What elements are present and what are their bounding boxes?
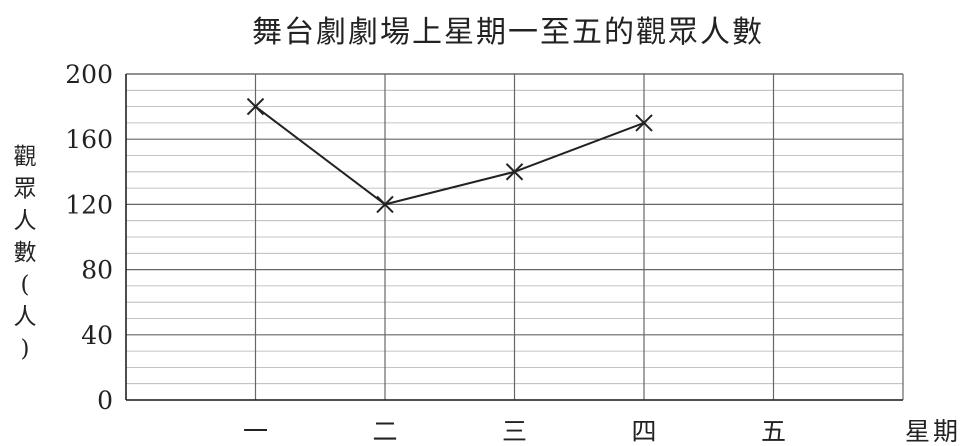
- chart-title: 舞台劇劇場上星期一至五的觀眾人數: [252, 15, 764, 50]
- series-line: [254, 105, 645, 206]
- y-tick-label: 160: [65, 125, 113, 154]
- y-label-char: 人: [14, 208, 37, 234]
- data-point-marker: [376, 195, 394, 214]
- y-tick-label: 40: [81, 321, 113, 350]
- y-label-char: 數: [14, 240, 37, 266]
- x-category-label: 四: [631, 417, 656, 446]
- x-category-label: 一: [243, 417, 268, 446]
- x-category-label: 三: [502, 417, 527, 446]
- y-axis-label: 觀眾人數(人): [14, 144, 37, 362]
- y-tick-label: 120: [65, 190, 113, 219]
- data-point-marker: [246, 97, 265, 116]
- y-label-char: 眾: [14, 176, 37, 202]
- y-tick-label: 200: [65, 60, 113, 89]
- data-point-marker: [505, 163, 524, 181]
- y-tick-label: 80: [81, 256, 113, 285]
- y-label-char: 人: [14, 304, 37, 330]
- y-label-char: (: [21, 272, 30, 298]
- y-tick-label: 0: [97, 386, 113, 415]
- x-axis-label: 星期: [905, 417, 961, 446]
- y-label-char: ): [21, 336, 30, 362]
- x-category-label: 二: [372, 417, 397, 446]
- axes: [125, 74, 903, 401]
- grid: [126, 73, 904, 401]
- x-category-label: 五: [761, 417, 786, 446]
- data-point-marker: [635, 114, 653, 132]
- y-label-char: 觀: [14, 144, 37, 170]
- data-series: [246, 97, 653, 214]
- y-axis-ticks: 0 40 80 120 160 200: [65, 60, 113, 415]
- x-axis-categories: 一二三四五: [243, 417, 786, 446]
